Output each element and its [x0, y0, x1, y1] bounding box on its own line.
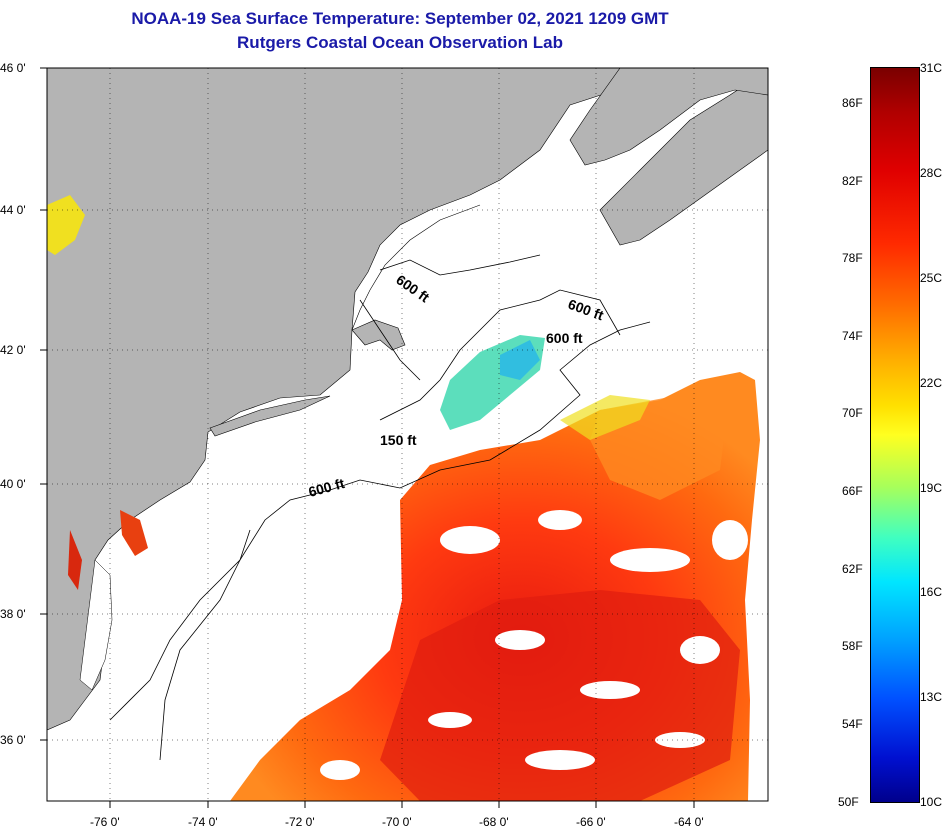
colorbar-c-label: 31C [920, 61, 943, 75]
coast-outline [351, 204, 481, 331]
lat-label: 40 0' [0, 477, 26, 491]
long-island-land [209, 395, 331, 437]
axis-ticks [40, 67, 695, 808]
lon-label: -76 0' [90, 815, 120, 829]
cape-cod-land [351, 319, 406, 351]
sst-cool-core [500, 340, 540, 380]
colorbar-f-label: 58F [842, 639, 863, 653]
colorbar-c-label: 19C [920, 481, 943, 495]
colorbar-f-label: 82F [842, 174, 863, 188]
graticule [47, 68, 768, 801]
colorbar-f-label: 78F [842, 251, 863, 265]
lon-label: -64 0' [674, 815, 704, 829]
lon-label: -72 0' [285, 815, 315, 829]
sst-coastal-orange [120, 510, 148, 556]
sst-warmer-core [380, 590, 740, 801]
lat-label: 38 0' [0, 607, 26, 621]
colorbar-f-label: 62F [842, 562, 863, 576]
lon-label: -70 0' [382, 815, 412, 829]
delmarva-water [79, 559, 113, 691]
cloud-gaps [320, 510, 748, 780]
colorbar-c-label: 28C [920, 166, 943, 180]
sst-coastal-red [68, 530, 82, 590]
sst-yellow-edge [560, 395, 650, 440]
lon-label: -68 0' [479, 815, 509, 829]
map-border [46, 67, 769, 802]
map-title: NOAA-19 Sea Surface Temperature: Septemb… [131, 9, 669, 28]
lat-label: 44 0' [0, 203, 26, 217]
lon-label: -74 0' [188, 815, 218, 829]
lon-label: -66 0' [576, 815, 606, 829]
nova-scotia-land [599, 69, 769, 246]
lat-label: 42 0' [0, 343, 26, 357]
lat-label: 36 0' [0, 733, 26, 747]
colorbar-f-label: 86F [842, 96, 863, 110]
contour-label: 600 ft [546, 330, 583, 346]
contour-label: 150 ft [380, 432, 417, 448]
colorbar-f-label: 54F [842, 717, 863, 731]
colorbar-c-label: 13C [920, 690, 943, 704]
lat-label: 46 0' [0, 61, 26, 75]
colorbar-f-label: 50F [838, 795, 859, 809]
colorbar-f-label: 66F [842, 484, 863, 498]
colorbar-c-label: 22C [920, 376, 943, 390]
colorbar-c-label: 10C [920, 795, 943, 809]
temperature-colorbar [870, 67, 920, 803]
bathymetry-contours [109, 254, 651, 761]
sst-lake-yellow [47, 195, 85, 255]
map-subtitle: Rutgers Coastal Ocean Observation Lab [237, 33, 563, 52]
colorbar-c-label: 16C [920, 585, 943, 599]
colorbar-f-label: 70F [842, 406, 863, 420]
colorbar-f-label: 74F [842, 329, 863, 343]
colorbar-c-label: 25C [920, 271, 943, 285]
